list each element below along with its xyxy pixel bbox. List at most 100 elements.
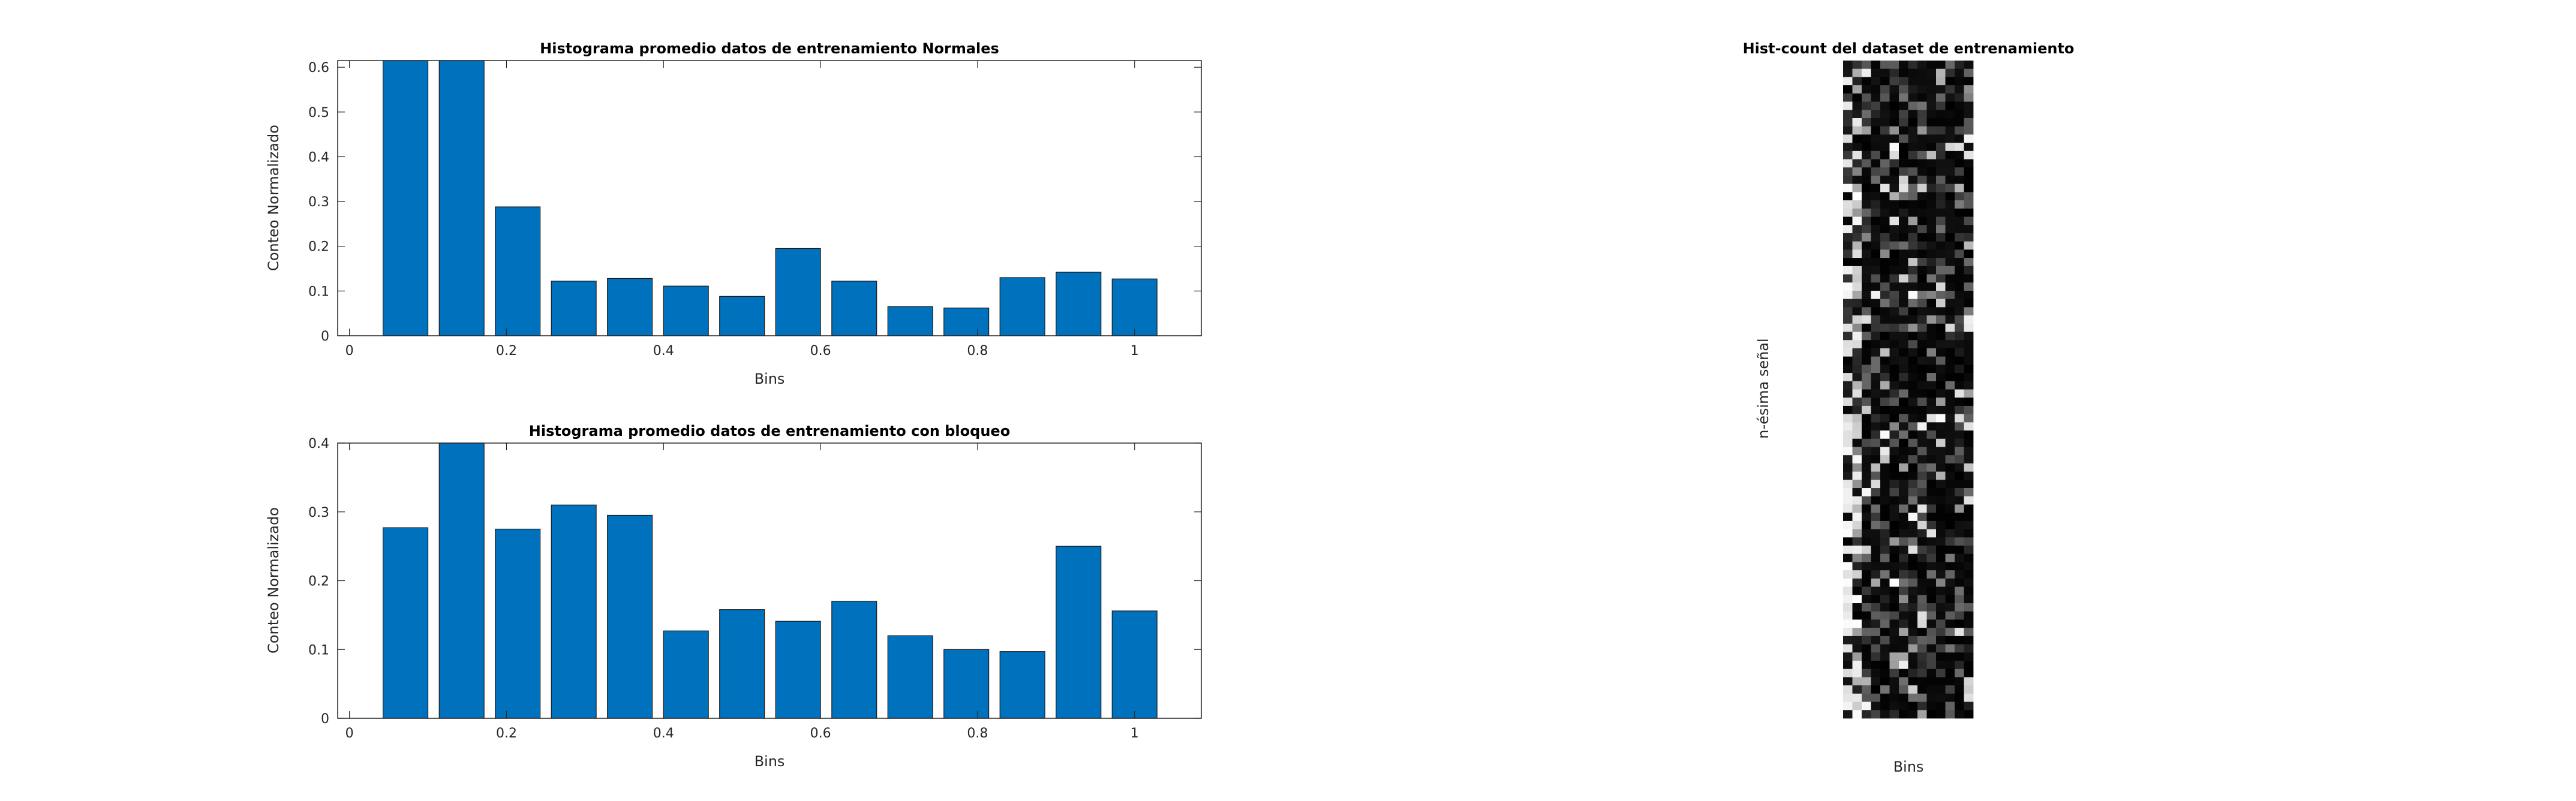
heatmap-cell — [1889, 389, 1899, 398]
heatmap-cell — [1936, 628, 1946, 637]
heatmap-cell — [1917, 241, 1927, 250]
heatmap-cell — [1945, 192, 1955, 201]
heatmap-cell — [1945, 480, 1955, 489]
heatmap-cell — [1852, 438, 1862, 447]
heatmap-cell — [1936, 101, 1946, 110]
x-tick-label: 0.8 — [967, 344, 988, 359]
heatmap-cell — [1852, 562, 1862, 571]
heatmap-cell — [1871, 644, 1881, 653]
heatmap-cell — [1843, 167, 1853, 176]
heatmap-cell — [1880, 143, 1890, 152]
bar — [383, 60, 429, 336]
heatmap-cell — [1889, 430, 1899, 439]
heatmap-cell — [1908, 241, 1918, 250]
heatmap-cell — [1917, 570, 1927, 579]
heatmap-cell — [1945, 274, 1955, 283]
heatmap-cell — [1908, 101, 1918, 110]
heatmap-cell — [1852, 644, 1862, 653]
bar — [831, 281, 877, 336]
heatmap-cell — [1964, 143, 1974, 152]
heatmap-cell — [1871, 192, 1881, 201]
heatmap-cell — [1908, 216, 1918, 225]
heatmap-cell — [1945, 430, 1955, 439]
heatmap-cell — [1889, 619, 1899, 628]
heatmap-cell — [1880, 553, 1890, 562]
heatmap-cell — [1899, 471, 1908, 480]
heatmap-cell — [1871, 546, 1881, 555]
heatmap-cell — [1862, 422, 1871, 431]
heatmap-cell — [1926, 685, 1937, 694]
heatmap-cell — [1852, 101, 1862, 110]
heatmap-cell — [1964, 661, 1974, 670]
chart2-title: Histograma promedio datos de entrenamien… — [529, 423, 1010, 439]
heatmap-cell — [1862, 258, 1871, 267]
heatmap-cell — [1926, 101, 1937, 110]
heatmap-cell — [1945, 677, 1955, 686]
heatmap-cell — [1843, 644, 1853, 653]
heatmap-cell — [1862, 134, 1871, 143]
heatmap-cell — [1862, 118, 1871, 127]
heatmap-cell — [1889, 68, 1899, 77]
heatmap-cell — [1880, 348, 1890, 357]
heatmap-cell — [1955, 570, 1964, 579]
heatmap-cell — [1926, 167, 1937, 176]
heatmap-cell — [1899, 398, 1908, 406]
heatmap-cell — [1945, 143, 1955, 152]
heatmap-cell — [1917, 365, 1927, 374]
heatmap-cell — [1955, 323, 1964, 332]
heatmap-cell — [1945, 266, 1955, 275]
heatmap-cell — [1964, 61, 1974, 70]
heatmap-cell — [1862, 290, 1871, 300]
heatmap-cell — [1889, 553, 1899, 562]
heatmap-cell — [1871, 611, 1881, 620]
heatmap-cell — [1852, 636, 1862, 645]
heatmap-cell — [1917, 274, 1927, 283]
heatmap-cell — [1936, 513, 1946, 522]
heatmap-cell — [1908, 488, 1918, 497]
heatmap-cell — [1889, 537, 1899, 546]
heatmap-cell — [1880, 216, 1890, 225]
heatmap-cell — [1899, 373, 1908, 382]
chart1-xlabel: Bins — [755, 371, 785, 387]
heatmap-cell — [1871, 578, 1881, 587]
heatmap-cell — [1964, 480, 1974, 489]
heatmap-cell — [1889, 134, 1899, 143]
heatmap-cell — [1917, 603, 1927, 612]
heatmap-cell — [1880, 150, 1890, 159]
heatmap-cell — [1843, 134, 1853, 143]
heatmap-cell — [1908, 578, 1918, 587]
heatmap-cell — [1852, 381, 1862, 390]
heatmap-cell — [1936, 233, 1946, 242]
heatmap-cell — [1899, 595, 1908, 604]
heatmap-cell — [1964, 636, 1974, 645]
heatmap-cell — [1936, 438, 1946, 447]
heatmap-cell — [1926, 668, 1937, 677]
heatmap-cell — [1936, 529, 1946, 538]
heatmap-cell — [1862, 282, 1871, 291]
heatmap-cell — [1871, 249, 1881, 258]
heatmap-cell — [1843, 578, 1853, 587]
heatmap-cell — [1862, 405, 1871, 415]
heatmap-cell — [1862, 546, 1871, 555]
heatmap-cell — [1917, 85, 1927, 94]
heatmap-cell — [1899, 430, 1908, 439]
heatmap-cell — [1871, 553, 1881, 562]
heatmap-cell — [1917, 258, 1927, 267]
heatmap-cell — [1926, 241, 1937, 250]
heatmap-cell — [1945, 110, 1955, 119]
heatmap-cell — [1964, 175, 1974, 185]
heatmap-cell — [1862, 183, 1871, 192]
heatmap-cell — [1917, 619, 1927, 628]
heatmap-cell — [1964, 192, 1974, 201]
heatmap-cell — [1945, 61, 1955, 70]
heatmap-cell — [1889, 143, 1899, 152]
heatmap-cell — [1936, 332, 1946, 341]
heatmap-cell — [1889, 463, 1899, 472]
heatmap-cell — [1955, 586, 1964, 595]
heatmap-cell — [1964, 562, 1974, 571]
heatmap-cell — [1871, 422, 1881, 431]
heatmap-cell — [1871, 373, 1881, 382]
heatmap-cell — [1843, 520, 1853, 530]
heatmap-cell — [1964, 299, 1974, 308]
heatmap-cell — [1871, 438, 1881, 447]
